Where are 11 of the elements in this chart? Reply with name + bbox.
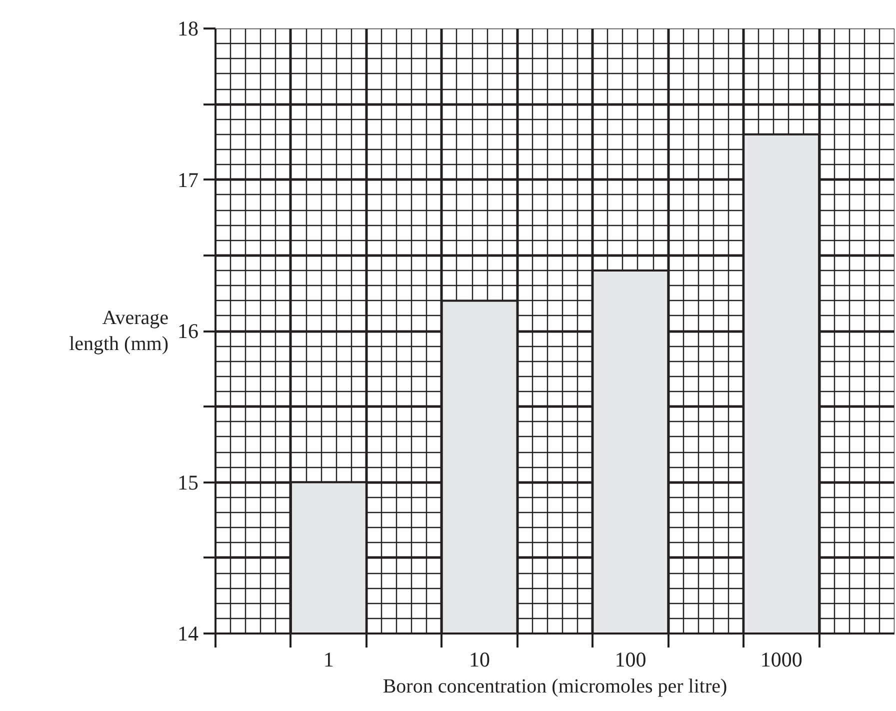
x-tick-label: 1000 — [760, 648, 802, 672]
y-tick-label: 14 — [178, 622, 199, 646]
x-tick-label: 1 — [323, 648, 334, 672]
y-tick-label: 16 — [178, 319, 198, 343]
x-tick-label: 100 — [614, 648, 646, 672]
y-tick-label: 18 — [178, 16, 198, 40]
x-axis-title: Boron concentration (micromoles per litre) — [382, 676, 728, 698]
y-axis-title: Average length (mm) — [69, 306, 169, 356]
y-tick-label: 15 — [178, 470, 198, 494]
x-tick-label: 10 — [469, 648, 490, 672]
y-tick-label: 17 — [178, 168, 198, 192]
